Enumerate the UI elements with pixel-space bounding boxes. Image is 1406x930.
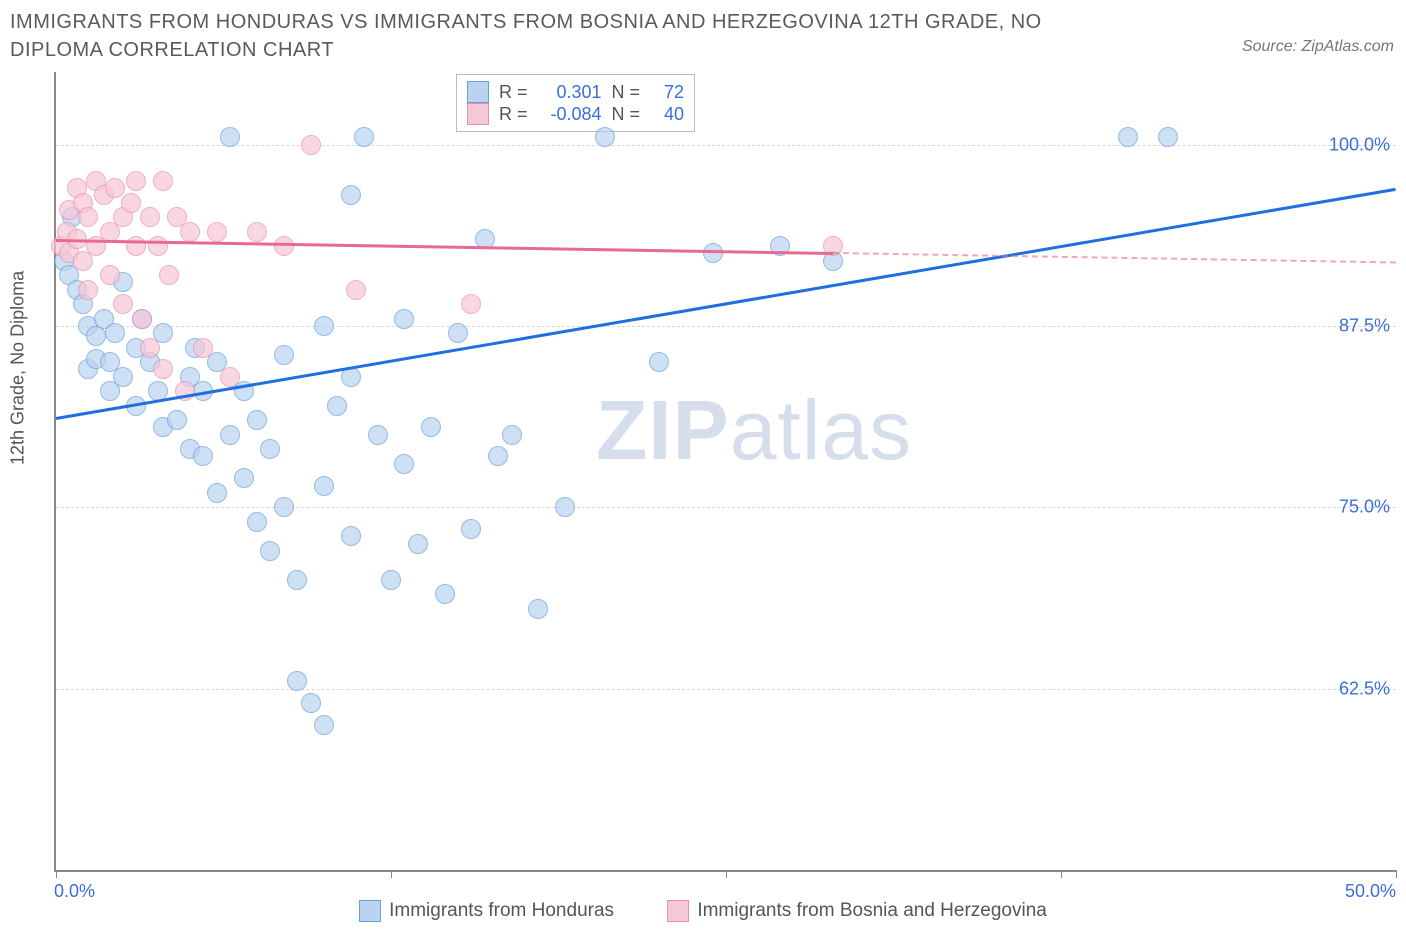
x-tick [1061, 870, 1062, 878]
data-point [327, 396, 347, 416]
x-tick [726, 870, 727, 878]
data-point [220, 367, 240, 387]
stats-row-series-a: R = 0.301 N = 72 [467, 81, 684, 103]
data-point [703, 243, 723, 263]
data-point [247, 410, 267, 430]
data-point [121, 193, 141, 213]
x-axis-min-label: 0.0% [54, 881, 95, 902]
y-tick-label: 87.5% [1339, 315, 1390, 336]
data-point [528, 599, 548, 619]
data-point [502, 425, 522, 445]
data-point [260, 439, 280, 459]
data-point [105, 323, 125, 343]
data-point [140, 338, 160, 358]
data-point [159, 265, 179, 285]
data-point [140, 207, 160, 227]
data-point [346, 280, 366, 300]
gridline-h [56, 507, 1396, 508]
data-point [354, 127, 374, 147]
data-point [220, 425, 240, 445]
data-point [113, 294, 133, 314]
data-point [448, 323, 468, 343]
stats-legend: R = 0.301 N = 72 R = -0.084 N = 40 [456, 74, 695, 132]
data-point [100, 265, 120, 285]
data-point [341, 526, 361, 546]
series-legend: Immigrants from Honduras Immigrants from… [0, 900, 1406, 928]
data-point [105, 178, 125, 198]
data-point [274, 497, 294, 517]
data-point [260, 541, 280, 561]
swatch-series-b [467, 103, 489, 125]
x-tick [1396, 870, 1397, 878]
data-point [314, 715, 334, 735]
y-tick-label: 62.5% [1339, 678, 1390, 699]
data-point [274, 345, 294, 365]
y-tick-label: 100.0% [1329, 134, 1390, 155]
data-point [153, 171, 173, 191]
data-point [301, 135, 321, 155]
data-point [274, 236, 294, 256]
data-point [234, 468, 254, 488]
trendline-extrapolated [833, 252, 1396, 263]
watermark: ZIPatlas [596, 382, 912, 479]
data-point [153, 359, 173, 379]
gridline-h [56, 326, 1396, 327]
swatch-series-a [467, 81, 489, 103]
data-point [78, 207, 98, 227]
source-attribution: Source: ZipAtlas.com [1242, 38, 1394, 56]
legend-item-series-b: Immigrants from Bosnia and Herzegovina [667, 900, 1047, 922]
data-point [488, 446, 508, 466]
data-point [247, 512, 267, 532]
data-point [193, 338, 213, 358]
gridline-h [56, 145, 1396, 146]
data-point [368, 425, 388, 445]
data-point [287, 570, 307, 590]
data-point [1158, 127, 1178, 147]
data-point [461, 519, 481, 539]
x-tick [391, 870, 392, 878]
data-point [314, 316, 334, 336]
data-point [148, 236, 168, 256]
swatch-series-a [359, 900, 381, 922]
data-point [180, 222, 200, 242]
data-point [78, 280, 98, 300]
data-point [341, 185, 361, 205]
swatch-series-b [667, 900, 689, 922]
scatter-plot-area: ZIPatlas R = 0.301 N = 72 R = -0.084 N =… [54, 72, 1396, 872]
data-point [207, 222, 227, 242]
data-point [394, 309, 414, 329]
chart-title: IMMIGRANTS FROM HONDURAS VS IMMIGRANTS F… [10, 8, 1130, 64]
data-point [167, 410, 187, 430]
data-point [408, 534, 428, 554]
data-point [86, 326, 106, 346]
data-point [132, 309, 152, 329]
data-point [555, 497, 575, 517]
data-point [435, 584, 455, 604]
data-point [301, 693, 321, 713]
data-point [381, 570, 401, 590]
data-point [287, 671, 307, 691]
data-point [595, 127, 615, 147]
x-tick [56, 870, 57, 878]
legend-item-series-a: Immigrants from Honduras [359, 900, 614, 922]
data-point [220, 127, 240, 147]
data-point [207, 483, 227, 503]
data-point [421, 417, 441, 437]
data-point [394, 454, 414, 474]
y-axis-label: 12th Grade, No Diploma [8, 271, 29, 465]
data-point [126, 171, 146, 191]
data-point [193, 446, 213, 466]
data-point [649, 352, 669, 372]
data-point [1118, 127, 1138, 147]
gridline-h [56, 689, 1396, 690]
data-point [461, 294, 481, 314]
data-point [314, 476, 334, 496]
data-point [113, 367, 133, 387]
data-point [126, 236, 146, 256]
stats-row-series-b: R = -0.084 N = 40 [467, 103, 684, 125]
y-tick-label: 75.0% [1339, 497, 1390, 518]
x-axis-max-label: 50.0% [1345, 881, 1396, 902]
data-point [247, 222, 267, 242]
